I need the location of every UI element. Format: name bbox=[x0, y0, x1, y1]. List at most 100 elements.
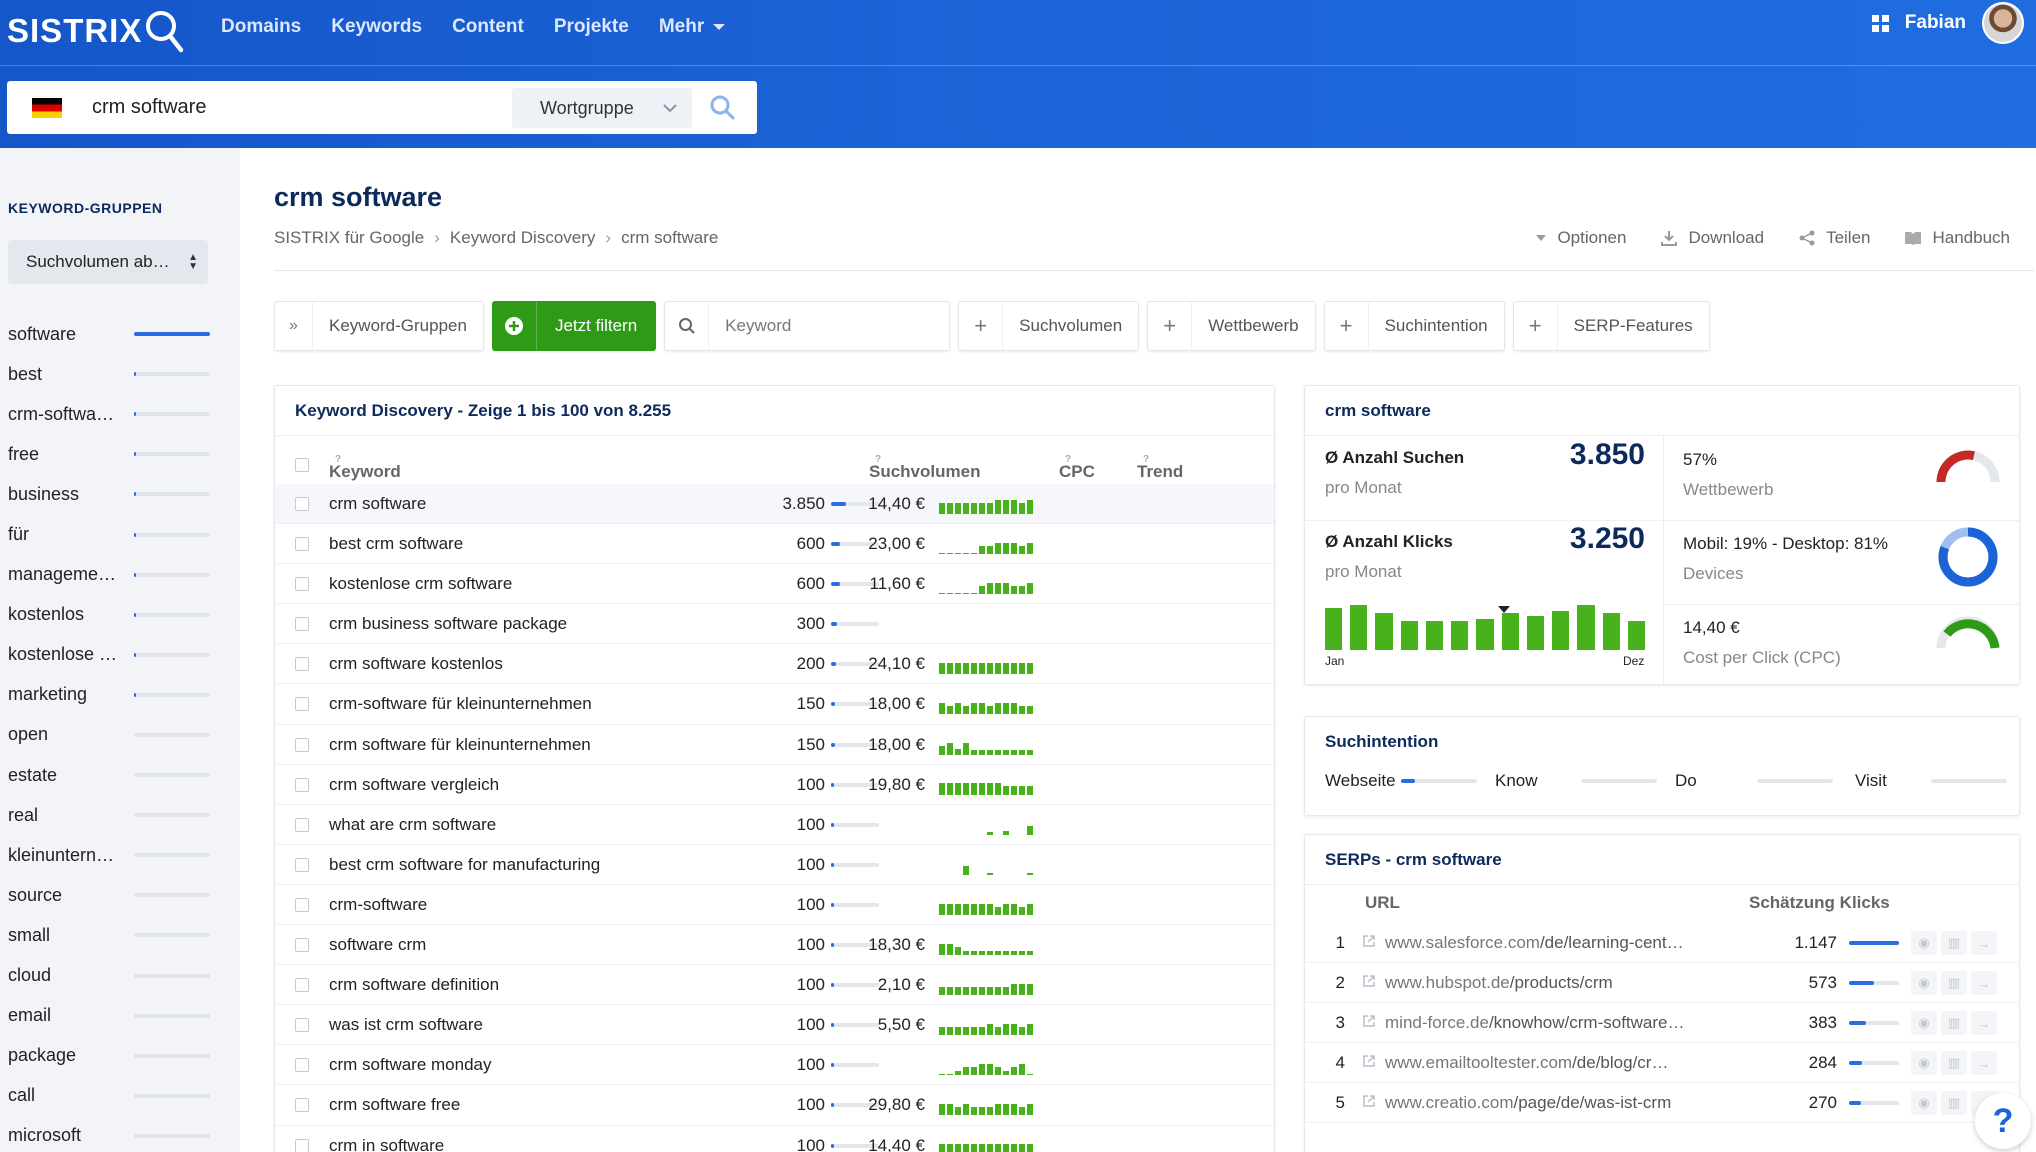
col-cpc[interactable]: CPC? bbox=[1059, 454, 1095, 481]
sidebar-group-item[interactable]: estate bbox=[8, 755, 210, 795]
nav-mehr[interactable]: Mehr bbox=[659, 16, 726, 38]
month-bar[interactable] bbox=[1577, 604, 1595, 650]
table-row[interactable]: crm software für kleinunternehmen 150 18,0… bbox=[275, 725, 1274, 765]
table-row[interactable]: crm software definition 100 2,10 € bbox=[275, 965, 1274, 1006]
row-checkbox[interactable] bbox=[295, 817, 309, 832]
external-link-icon[interactable] bbox=[1362, 934, 1376, 948]
breadcrumb-item[interactable]: SISTRIX für Google bbox=[274, 228, 425, 247]
user-name[interactable]: Fabian bbox=[1904, 12, 1966, 33]
row-checkbox[interactable] bbox=[295, 978, 309, 993]
table-row[interactable]: software crm 100 18,30 € bbox=[275, 925, 1274, 966]
row-checkbox[interactable] bbox=[295, 577, 309, 592]
col-trend[interactable]: Trend? bbox=[1137, 454, 1184, 481]
volume-filter-button[interactable]: + Suchvolumen bbox=[958, 301, 1140, 351]
sidebar-group-item[interactable]: kostenlose … bbox=[8, 635, 210, 675]
sidebar-group-item[interactable]: cloud bbox=[8, 956, 210, 996]
keyword-cell[interactable]: crm software für kleinunternehmen bbox=[329, 734, 591, 754]
month-bar[interactable] bbox=[1375, 612, 1393, 650]
sidebar-group-item[interactable]: business bbox=[8, 474, 210, 514]
sidebar-group-item[interactable]: best bbox=[8, 354, 210, 394]
table-row[interactable]: crm software vergleich 100 19,80 € bbox=[275, 765, 1274, 805]
table-row[interactable]: crm software kostenlos 200 24,10 € bbox=[275, 644, 1274, 685]
sidebar-group-item[interactable]: free bbox=[8, 434, 210, 474]
row-checkbox[interactable] bbox=[295, 857, 309, 872]
month-bar[interactable] bbox=[1350, 604, 1368, 650]
col-volume[interactable]: Suchvolumen? bbox=[869, 454, 981, 481]
serp-row[interactable]: 2 www.hubspot.de/products/crm 573 ◉ ▥ → bbox=[1305, 963, 2019, 1004]
row-checkbox[interactable] bbox=[295, 777, 309, 792]
share-button[interactable]: Teilen bbox=[1798, 228, 1870, 248]
row-checkbox[interactable] bbox=[295, 497, 309, 511]
eye-icon[interactable]: ◉ bbox=[1911, 931, 1937, 955]
chart-icon[interactable]: ▥ bbox=[1941, 1011, 1967, 1036]
month-bar[interactable] bbox=[1476, 618, 1494, 650]
keyword-filter-input[interactable]: Keyword bbox=[664, 301, 951, 351]
external-link-icon[interactable] bbox=[1362, 974, 1376, 988]
apply-filter-button[interactable]: Jetzt filtern bbox=[491, 301, 657, 351]
search-mode-select[interactable]: Wortgruppe bbox=[512, 88, 692, 128]
month-bar[interactable] bbox=[1501, 612, 1519, 650]
keyword-groups-toggle[interactable]: » Keyword-Gruppen bbox=[274, 301, 484, 351]
external-link-icon[interactable] bbox=[1362, 1054, 1376, 1068]
sistrix-logo[interactable]: SISTRIX bbox=[7, 8, 184, 54]
apps-grid-icon[interactable] bbox=[1871, 14, 1889, 32]
serp-row[interactable]: 4 www.emailtooltester.com/de/blog/cr… 284 ◉… bbox=[1305, 1043, 2019, 1084]
table-row[interactable]: crm-software für kleinunternehmen 150 18,0… bbox=[275, 684, 1274, 725]
help-button[interactable]: ? bbox=[1975, 1093, 2031, 1149]
chart-icon[interactable]: ▥ bbox=[1941, 971, 1967, 996]
sidebar-group-item[interactable]: microsoft bbox=[8, 1116, 210, 1152]
month-bar[interactable] bbox=[1325, 608, 1343, 650]
row-checkbox[interactable] bbox=[295, 737, 309, 752]
keyword-cell[interactable]: crm in software bbox=[329, 1135, 445, 1152]
table-row[interactable]: what are crm software 100 bbox=[275, 805, 1274, 845]
download-button[interactable]: Download bbox=[1660, 228, 1764, 248]
month-bar[interactable] bbox=[1526, 616, 1545, 650]
table-row[interactable]: crm software 3.850 14,40 € bbox=[275, 484, 1274, 525]
serps-col-url[interactable]: URL bbox=[1365, 893, 1400, 912]
arrow-right-icon[interactable]: → bbox=[1971, 931, 1997, 955]
row-checkbox[interactable] bbox=[295, 697, 309, 712]
nav-keywords[interactable]: Keywords bbox=[331, 16, 423, 37]
row-checkbox[interactable] bbox=[295, 657, 309, 672]
sidebar-group-item[interactable]: small bbox=[8, 915, 210, 955]
month-bar[interactable] bbox=[1602, 612, 1620, 650]
nav-content[interactable]: Content bbox=[452, 16, 524, 37]
table-row[interactable]: crm software free 100 29,80 € bbox=[275, 1085, 1274, 1126]
keyword-cell[interactable]: best crm software for manufacturing bbox=[329, 854, 601, 874]
serp-row[interactable]: 1 www.salesforce.com/de/learning-cent… 1.1… bbox=[1305, 923, 2019, 964]
external-link-icon[interactable] bbox=[1362, 1094, 1376, 1108]
table-row[interactable]: crm software monday 100 bbox=[275, 1045, 1274, 1086]
sidebar-group-item[interactable]: marketing bbox=[8, 675, 210, 715]
serp-url[interactable]: www.emailtooltester.com/de/blog/cr… bbox=[1385, 1053, 1669, 1073]
serp-url[interactable]: mind-force.de/knowhow/crm-software… bbox=[1385, 1013, 1685, 1033]
keyword-cell[interactable]: crm software monday bbox=[329, 1055, 492, 1075]
keyword-cell[interactable]: was ist crm software bbox=[329, 1015, 483, 1035]
arrow-right-icon[interactable]: → bbox=[1971, 1011, 1997, 1036]
keyword-cell[interactable]: crm software kostenlos bbox=[329, 654, 503, 674]
chart-icon[interactable]: ▥ bbox=[1941, 1091, 1967, 1116]
eye-icon[interactable]: ◉ bbox=[1911, 971, 1937, 996]
nav-projekte[interactable]: Projekte bbox=[553, 16, 629, 37]
serp-row[interactable]: 3 mind-force.de/knowhow/crm-software… 383 ◉… bbox=[1305, 1003, 2019, 1044]
col-keyword[interactable]: Keyword? bbox=[329, 454, 401, 481]
nav-domains[interactable]: Domains bbox=[221, 16, 302, 37]
table-row[interactable]: crm in software 100 14,40 € bbox=[275, 1126, 1274, 1152]
month-bar[interactable] bbox=[1552, 610, 1570, 650]
month-bar[interactable] bbox=[1400, 621, 1418, 650]
serps-col-clicks[interactable]: Schätzung Klicks bbox=[1749, 893, 1890, 912]
external-link-icon[interactable] bbox=[1362, 1014, 1376, 1028]
month-bar[interactable] bbox=[1627, 621, 1646, 650]
eye-icon[interactable]: ◉ bbox=[1911, 1011, 1937, 1036]
month-bar[interactable] bbox=[1451, 621, 1469, 650]
row-checkbox[interactable] bbox=[295, 1058, 309, 1073]
row-checkbox[interactable] bbox=[295, 537, 309, 552]
table-row[interactable]: kostenlose crm software 600 11,60 € bbox=[275, 564, 1274, 605]
search-icon[interactable] bbox=[709, 94, 735, 120]
keyword-cell[interactable]: kostenlose crm software bbox=[329, 574, 513, 594]
manual-button[interactable]: Handbuch bbox=[1904, 228, 2010, 248]
keyword-cell[interactable]: crm software bbox=[329, 494, 427, 513]
competition-filter-button[interactable]: + Wettbewerb bbox=[1147, 301, 1316, 351]
row-checkbox[interactable] bbox=[295, 897, 309, 912]
keyword-cell[interactable]: crm software definition bbox=[329, 975, 500, 995]
keyword-cell[interactable]: crm software vergleich bbox=[329, 774, 500, 794]
